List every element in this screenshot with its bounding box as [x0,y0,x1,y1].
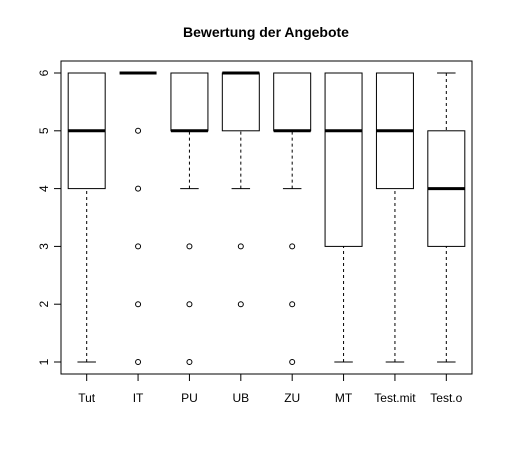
x-tick-label: UB [232,391,249,405]
outlier-point [289,301,296,308]
outlier-point [237,243,244,250]
boxes [67,71,466,365]
x-tick-label: Test.mit [374,391,416,405]
outlier-point [135,301,142,308]
box-iqr [221,72,260,132]
y-tick-label: 3 [37,243,51,250]
box-it [119,71,157,365]
outlier-point [135,127,142,134]
x-tick-label: IT [133,391,144,405]
box-zu [273,72,312,365]
y-tick-label: 1 [37,358,51,365]
box-pu [170,72,209,365]
x-tick-label: ZU [284,391,300,405]
x-axis: Tut IT PU UB ZU MT Test.mit Test.o [78,373,463,405]
outlier-point [135,359,142,365]
box-test-mit [375,72,414,363]
x-tick-label: PU [181,391,198,405]
x-tick-label: Tut [78,391,96,405]
outlier-point [186,301,193,308]
box-test-o [427,72,466,363]
y-tick-label: 5 [37,127,51,134]
x-tick-label: Test.o [430,391,462,405]
y-tick-label: 2 [37,301,51,308]
y-tick-label: 4 [37,185,51,192]
chart-title: Bewertung der Angebote [183,24,349,40]
outlier-point [135,185,142,192]
outlier-point [186,359,193,365]
box-iqr [273,72,312,132]
outlier-point [289,359,296,365]
outlier-point [186,243,193,250]
outlier-point [289,243,296,250]
box-iqr [324,72,363,247]
box-iqr [170,72,209,132]
y-tick-label: 6 [37,69,51,76]
outlier-point [237,301,244,308]
box-ub [221,71,260,308]
box-mt [324,72,363,363]
outlier-point [135,243,142,250]
y-axis: 1 2 3 4 5 6 [37,69,62,365]
plot-frame [60,60,473,375]
x-tick-label: MT [335,391,353,405]
box-tut [67,72,106,363]
